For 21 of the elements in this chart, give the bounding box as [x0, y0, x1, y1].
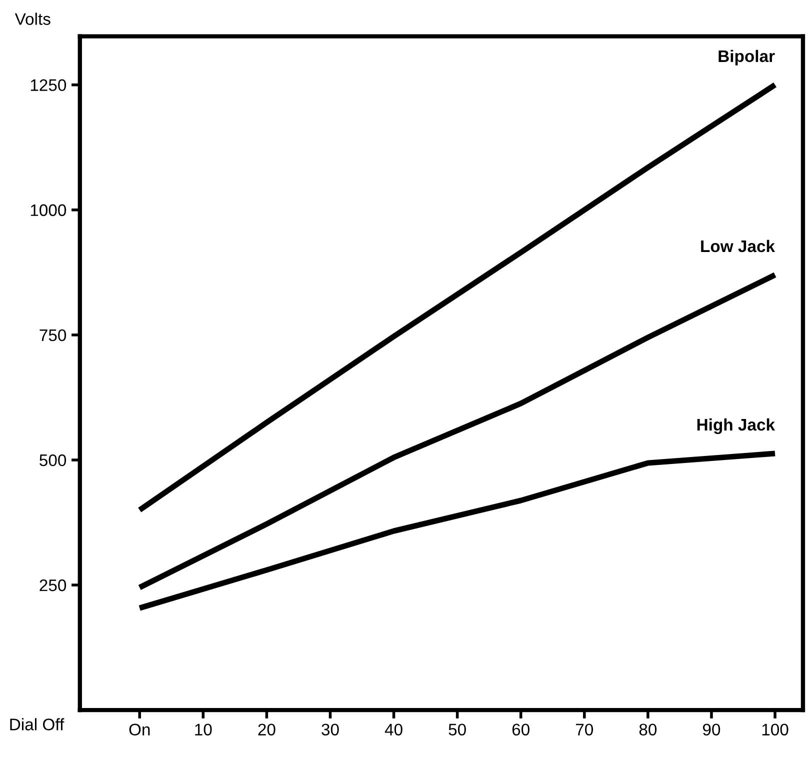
x-tick-label: 80 — [639, 724, 657, 736]
x-tick-label: 40 — [384, 724, 402, 736]
series-label: High Jack — [697, 418, 776, 434]
x-tick-label: 20 — [258, 724, 276, 736]
series-label: Low Jack — [701, 240, 776, 252]
y-axis-title: Volts — [14, 12, 50, 25]
x-tick-label: 90 — [702, 724, 720, 736]
x-tick-label: 10 — [195, 724, 212, 736]
x-tick-label: 60 — [512, 724, 530, 736]
series-label: Bipolar — [718, 50, 775, 66]
x-axis-title: Dial Off — [10, 718, 64, 730]
y-tick-label: 1000 — [30, 204, 66, 216]
y-tick-label: 250 — [40, 579, 66, 592]
x-tick-label: 100 — [762, 724, 788, 736]
y-tick-label: 1250 — [30, 79, 66, 92]
x-tick-label: 50 — [448, 724, 466, 736]
x-tick-label: 70 — [576, 724, 594, 736]
y-tick-label: 500 — [40, 454, 66, 466]
y-tick-label: 750 — [40, 329, 66, 342]
x-tick-label: 30 — [322, 724, 339, 736]
x-tick-label: On — [129, 724, 150, 736]
